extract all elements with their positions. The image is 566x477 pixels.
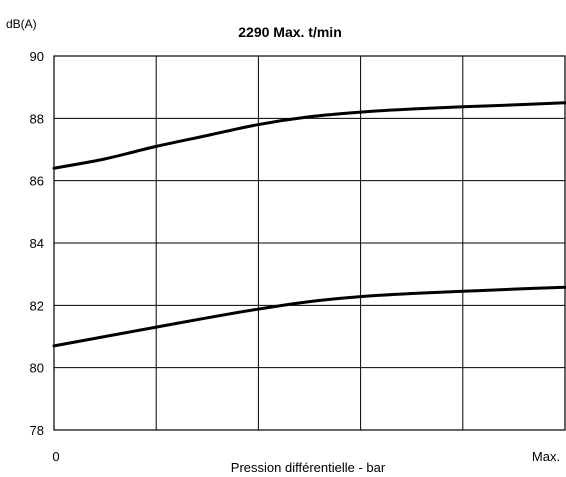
y-tick-label-82: 82 xyxy=(30,298,44,313)
y-tick-label-78: 78 xyxy=(30,423,44,438)
y-tick-label-88: 88 xyxy=(30,111,44,126)
y-tick-label-86: 86 xyxy=(30,174,44,189)
x-tick-label-end: Max. xyxy=(532,449,560,464)
y-tick-labels: 78 80 82 84 86 88 90 xyxy=(30,49,44,438)
y-axis-unit-label: dB(A) xyxy=(6,17,37,31)
chart-title: 2290 Max. t/min xyxy=(238,24,342,40)
y-tick-label-90: 90 xyxy=(30,49,44,64)
y-tick-label-80: 80 xyxy=(30,361,44,376)
series-line-1 xyxy=(52,101,566,170)
x-tick-label-start: 0 xyxy=(52,449,59,464)
series-line-2 xyxy=(52,285,566,348)
y-tick-label-84: 84 xyxy=(30,236,44,251)
plot-frame xyxy=(53,55,566,431)
series-lines xyxy=(52,101,566,348)
x-axis-label: Pression différentielle - bar xyxy=(231,460,386,475)
grid xyxy=(54,55,565,431)
